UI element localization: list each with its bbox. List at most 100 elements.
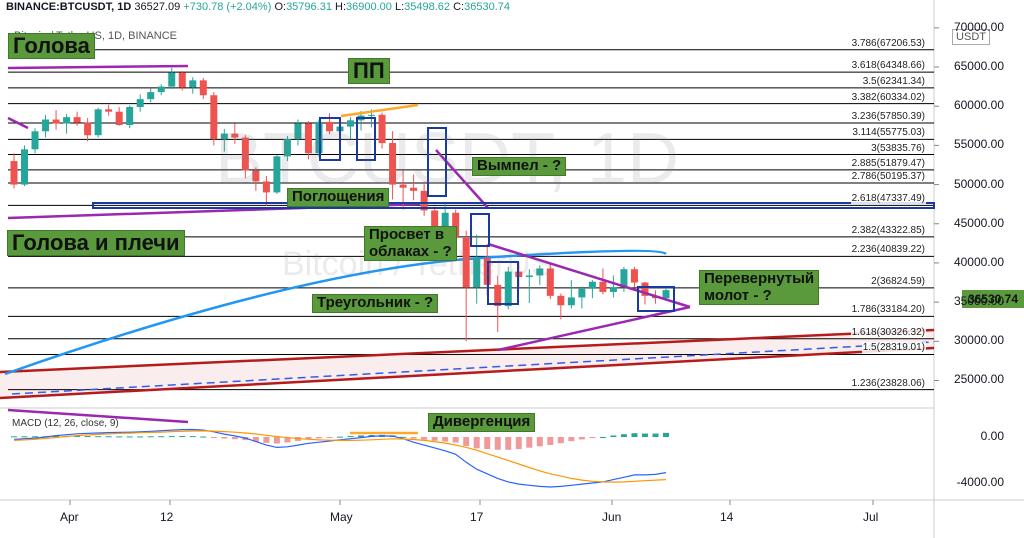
double-top-line [340, 103, 419, 118]
candle-body [620, 269, 628, 288]
candle-body [21, 149, 29, 185]
macd-histogram-bar [74, 435, 81, 437]
macd-histogram-bar [505, 437, 512, 450]
candle-body [262, 181, 270, 193]
candle-body [115, 111, 123, 126]
candle-body [283, 139, 291, 157]
macd-histogram-bar [431, 437, 438, 441]
candle-body [588, 281, 596, 289]
macd-histogram-bar [84, 436, 91, 438]
channel-lower-line [0, 346, 935, 400]
candle-body [473, 258, 481, 288]
candle-body [199, 80, 207, 96]
macd-histogram-bar [315, 437, 322, 439]
macd-histogram-bar [536, 437, 543, 447]
macd-histogram-bar [358, 435, 365, 437]
macd-histogram-bar [273, 437, 280, 444]
macd-histogram-bar [631, 433, 638, 437]
candle-body [567, 297, 575, 306]
annotation-golova: Голова [8, 33, 95, 60]
fib-label: 3.5(62341.34) [861, 75, 926, 87]
fib-label: 3.382(60334.02) [850, 91, 926, 103]
fib-label: 3.618(64348.66) [850, 60, 926, 72]
y-tick-label: 55000.00 [953, 137, 1004, 152]
macd-line [13, 428, 667, 488]
candle-body [452, 212, 460, 238]
candle-body [325, 121, 333, 132]
macd-histogram-bar [421, 437, 428, 440]
annotation-vympel: Вымпел - ? [472, 157, 567, 176]
currency-button[interactable]: USDT [952, 29, 990, 45]
low-value: 35498.62 [404, 1, 451, 13]
candle-body [294, 123, 302, 140]
candle-body [252, 170, 260, 182]
macd-histogram-bar [147, 436, 154, 438]
macd-histogram-bar [442, 437, 449, 442]
y-tick-label: 65000.00 [953, 59, 1004, 74]
macd-histogram-bar [11, 436, 17, 438]
y-tick-label: 25000.00 [953, 372, 1004, 387]
high-label: H: [335, 1, 347, 13]
macd-histogram-bar [95, 436, 102, 438]
candle-body [599, 281, 607, 292]
y-tick-label: 35000.00 [953, 294, 1004, 309]
divergence-line [7, 408, 189, 424]
candle-body [231, 133, 239, 138]
macd-histogram-bar [116, 436, 123, 438]
candle-body [304, 123, 312, 154]
candle-body [389, 143, 397, 185]
macd-histogram-bar [200, 436, 207, 438]
macd-histogram-bar [515, 437, 522, 450]
macd-histogram-bar [400, 436, 407, 438]
macd-histogram-bar [547, 437, 554, 445]
macd-histogram-bar [137, 436, 144, 438]
close-label: C: [453, 1, 465, 13]
candle-body [42, 119, 50, 132]
candle-body [441, 212, 449, 232]
fib-label: 2.786(50195.37) [850, 171, 926, 183]
candle-body [52, 119, 60, 124]
shoulder-line [7, 116, 29, 130]
macd-histogram-bar [473, 437, 480, 449]
x-tick-label: Jun [602, 510, 622, 524]
candle-body [63, 117, 71, 124]
candle-body [136, 99, 144, 107]
candle-body [546, 268, 554, 296]
candle-body [168, 72, 176, 87]
fib-label: 3.114(55775.03) [851, 127, 926, 139]
macd-histogram-bar [347, 435, 354, 437]
y-tick-label: 45000.00 [953, 215, 1004, 230]
macd-histogram-bar [652, 433, 659, 437]
macd-histogram-bar [189, 436, 196, 438]
y-tick-label: 60000.00 [953, 98, 1004, 113]
y-tick-label: 70000.00 [953, 19, 1004, 34]
triangle-upper-line [487, 242, 691, 309]
hammer-box [637, 286, 675, 312]
macd-tick-label: 0.00 [980, 429, 1004, 443]
candle-body [157, 86, 165, 93]
candle-body [105, 109, 113, 112]
fib-label: 1.236(23828.06) [850, 377, 926, 389]
candle-body [84, 122, 92, 136]
candle-body [147, 92, 155, 100]
annotation-molot: Перевернутый молот - ? [699, 270, 820, 305]
candle-body [210, 95, 218, 140]
macd-histogram-bar [589, 437, 596, 439]
macd-histogram-bar [158, 436, 165, 438]
candle-body [189, 80, 197, 88]
last-price: 36527.09 [134, 1, 181, 13]
fib-label: 3(53835.76) [870, 142, 926, 154]
macd-histogram-bar [663, 432, 669, 437]
watermark-main: BTCUSDT, 1D [215, 119, 680, 199]
macd-histogram-bar [578, 437, 585, 440]
fib-label: 2.618(47337.49) [850, 193, 926, 205]
macd-histogram-bar [337, 436, 343, 438]
x-tick-label: May [330, 510, 353, 524]
candle-body [536, 268, 544, 276]
channel-mid-line [11, 341, 935, 395]
candle-body [378, 114, 386, 144]
macd-histogram-bar [305, 437, 312, 440]
candle-body [525, 275, 533, 278]
annotation-prosvet-line2: облаках - ? [369, 242, 452, 260]
